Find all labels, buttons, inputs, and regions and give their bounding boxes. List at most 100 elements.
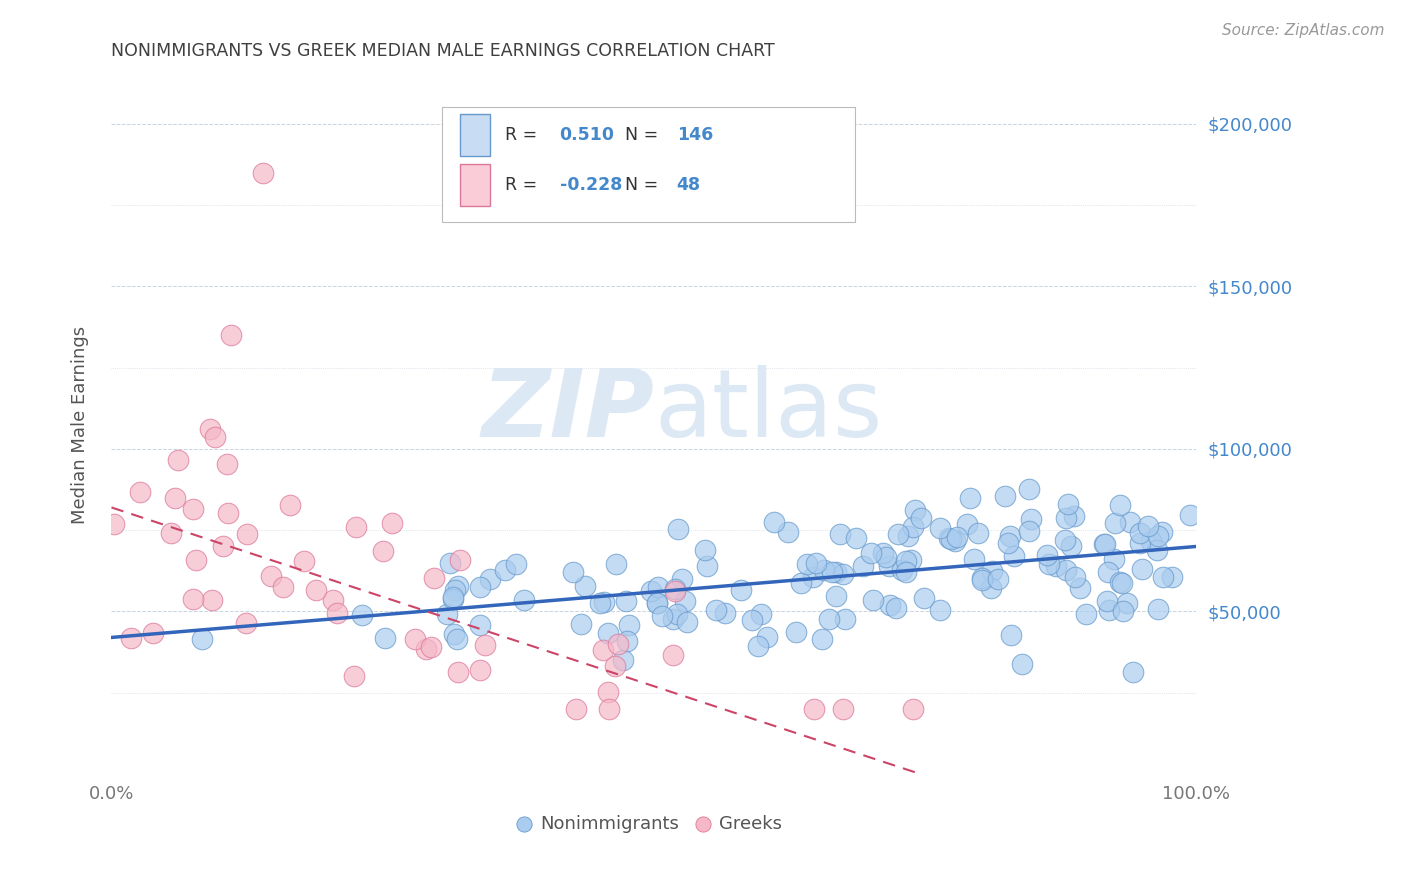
Point (862, 593, 884, 607)
Point (966, 526, 988, 541)
Point (614, 594, 637, 608)
Point (1069, 581, 1091, 595)
Point (574, 579, 596, 593)
Point (1097, 566, 1119, 580)
Y-axis label: Median Male Earnings: Median Male Earnings (72, 326, 89, 524)
Point (897, 529, 920, 543)
Point (617, 618, 640, 632)
Point (875, 549, 897, 564)
FancyBboxPatch shape (460, 164, 491, 206)
Point (607, 637, 630, 651)
Point (749, 607, 772, 621)
Point (860, 546, 883, 560)
Point (817, 612, 839, 626)
Point (346, 519, 368, 533)
Text: 48: 48 (676, 176, 700, 194)
Point (704, 603, 727, 617)
Point (820, 566, 842, 580)
Point (1161, 570, 1184, 584)
Point (292, 554, 315, 568)
Point (662, 612, 685, 626)
Point (894, 565, 917, 579)
Point (381, 516, 404, 530)
Point (1000, 628, 1022, 642)
Point (904, 502, 927, 516)
Point (373, 544, 395, 558)
Point (181, 591, 204, 606)
Point (273, 580, 295, 594)
Point (1180, 508, 1202, 522)
Point (997, 536, 1019, 550)
Point (1019, 511, 1042, 525)
Point (343, 669, 366, 683)
Point (845, 531, 868, 545)
Point (980, 581, 1002, 595)
Point (474, 638, 496, 652)
Point (565, 702, 588, 716)
Point (449, 553, 471, 567)
Point (747, 639, 769, 653)
Point (664, 582, 686, 596)
Point (890, 563, 912, 577)
Point (981, 564, 1004, 578)
Point (219, 328, 242, 343)
Point (1056, 497, 1078, 511)
Point (436, 607, 458, 622)
Point (1063, 569, 1085, 583)
Point (832, 702, 855, 716)
Point (998, 529, 1021, 543)
Point (129, 485, 152, 500)
Point (900, 552, 922, 566)
Point (201, 593, 224, 607)
Text: -0.228: -0.228 (560, 176, 621, 194)
Point (494, 564, 516, 578)
Point (1146, 542, 1168, 557)
Point (1053, 533, 1076, 548)
Point (1054, 511, 1077, 525)
Point (894, 554, 917, 568)
Point (103, 516, 125, 531)
Point (1130, 562, 1153, 576)
Point (959, 491, 981, 506)
Point (884, 601, 907, 615)
Point (589, 596, 612, 610)
Point (235, 616, 257, 631)
Point (879, 598, 901, 612)
Point (443, 627, 465, 641)
Text: 0.510: 0.510 (560, 126, 614, 144)
Point (696, 559, 718, 574)
Point (513, 593, 536, 607)
Point (901, 520, 924, 534)
Point (1092, 537, 1115, 551)
Point (901, 702, 924, 716)
Point (252, 166, 274, 180)
Point (419, 640, 441, 655)
Point (561, 566, 583, 580)
Point (651, 608, 673, 623)
Point (446, 632, 468, 647)
Point (260, 568, 283, 582)
Point (598, 685, 620, 699)
Point (673, 594, 696, 608)
Point (796, 557, 818, 571)
Point (211, 539, 233, 553)
Point (662, 648, 685, 662)
Point (832, 567, 855, 582)
Text: Nonimmigrants: Nonimmigrants (540, 815, 679, 833)
Point (730, 583, 752, 598)
Point (1146, 601, 1168, 615)
Point (1108, 498, 1130, 512)
Text: atlas: atlas (654, 365, 882, 457)
FancyBboxPatch shape (443, 107, 855, 222)
Point (1112, 604, 1135, 618)
Point (776, 525, 799, 540)
Point (447, 579, 470, 593)
Point (374, 631, 396, 645)
Point (512, 767, 534, 781)
Point (322, 593, 344, 607)
Point (852, 558, 875, 573)
Point (441, 590, 464, 604)
Point (441, 591, 464, 606)
Point (569, 616, 592, 631)
Point (352, 607, 374, 622)
